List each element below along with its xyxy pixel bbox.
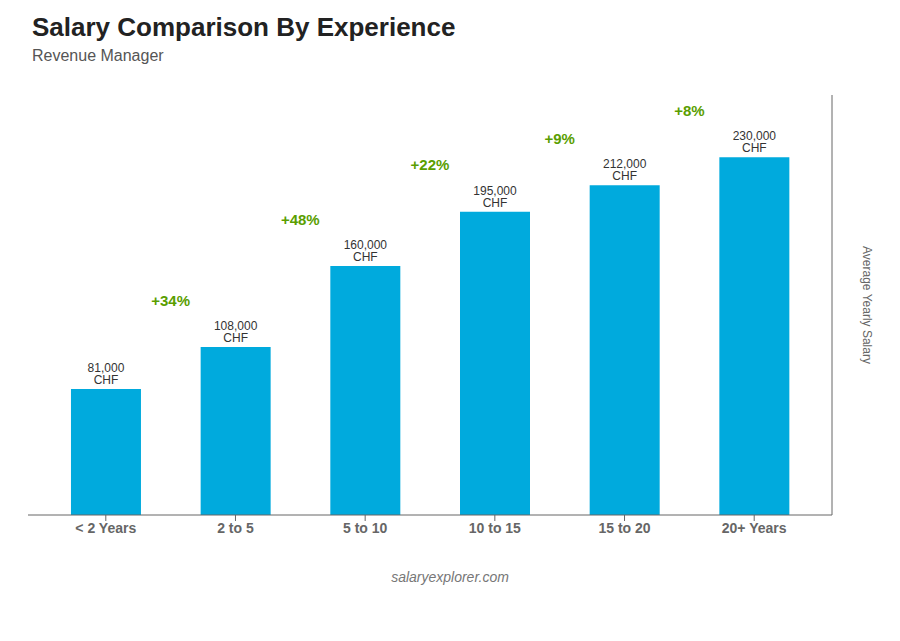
svg-text:+22%: +22% — [411, 156, 450, 173]
svg-text:15 to 20: 15 to 20 — [598, 520, 650, 536]
svg-text:160,000CHF: 160,000CHF — [344, 238, 388, 264]
svg-text:108,000CHF: 108,000CHF — [214, 319, 258, 345]
svg-text:5 to 10: 5 to 10 — [343, 520, 388, 536]
html-text:Revenue Manager: Revenue Manager — [32, 47, 164, 64]
svg-text:212,000CHF: 212,000CHF — [603, 157, 647, 183]
svg-text:81,000CHF: 81,000CHF — [88, 361, 125, 387]
svg-text:10 to 15: 10 to 15 — [469, 520, 521, 536]
svg-text:195,000CHF: 195,000CHF — [473, 184, 517, 210]
svg-text:2 to 5: 2 to 5 — [217, 520, 254, 536]
svg-text:+9%: +9% — [544, 130, 574, 147]
svg-text:230,000CHF: 230,000CHF — [733, 129, 777, 155]
svg-text:20+ Years: 20+ Years — [722, 520, 787, 536]
svg-text:+8%: +8% — [674, 102, 704, 119]
svg-text:+48%: +48% — [281, 211, 320, 228]
html-text:Salary Comparison By Experienc: Salary Comparison By Experience — [32, 12, 456, 42]
svg-text:< 2 Years: < 2 Years — [75, 520, 136, 536]
svg-text:Average Yearly Salary: Average Yearly Salary — [860, 246, 874, 364]
html-text:salaryexplorer.com: salaryexplorer.com — [391, 569, 509, 585]
svg-text:+34%: +34% — [151, 292, 190, 309]
